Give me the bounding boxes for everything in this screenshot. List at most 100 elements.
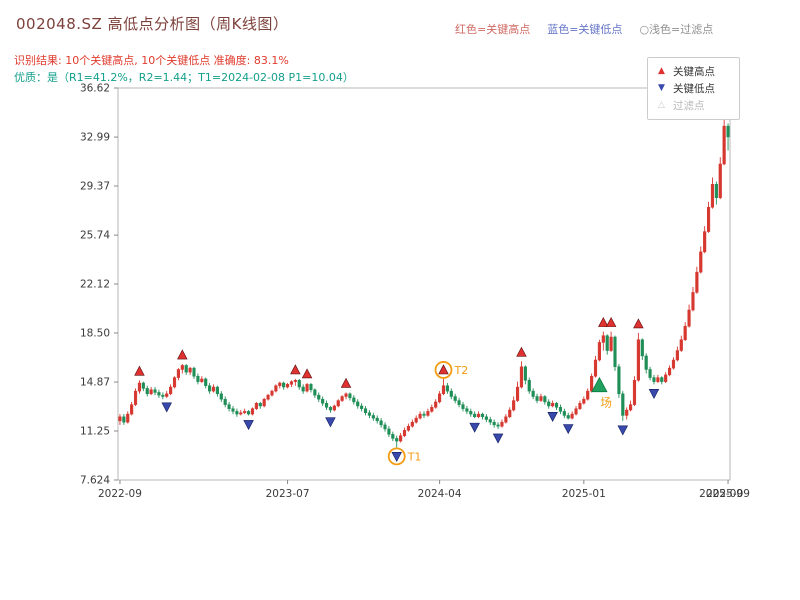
candle-body [336,400,340,407]
key-low-marker [391,452,402,462]
candle-body [204,378,208,386]
key-high-marker [340,377,352,388]
key-low-marker [469,422,480,433]
candle-body [266,394,270,400]
key-low-marker [243,420,254,431]
legend-label-key-high: 关键高点 [673,66,715,78]
candle-body [578,403,582,409]
candle-body [699,251,703,273]
candle-body [636,339,640,381]
candle-body [305,384,309,392]
candle-body [523,366,527,381]
candle-body [434,401,438,408]
candle-body [675,350,679,361]
key-high-marker [598,316,609,327]
candle-body [570,413,574,419]
candle-body [176,369,180,378]
key-low-marker [617,425,629,436]
candle-body [609,336,613,351]
key-high-marker [605,316,617,327]
candle-body [621,393,625,416]
candle-body [196,375,200,382]
candle-body [149,389,153,395]
candle-body [375,417,379,422]
key-high-marker [301,368,313,379]
candle-body [344,393,348,397]
candle-body [597,342,601,361]
candle-body [165,393,169,397]
candle-body [449,390,453,397]
candle-body [629,404,633,411]
y-tick-label: 11.25 [80,425,110,437]
candle-body [289,381,294,385]
candle-body [379,420,383,426]
x-tick-label: 2025-09 [706,488,750,500]
candle-body [414,417,418,423]
key-low-marker [562,424,574,435]
candle-body [328,407,333,411]
candle-body [239,412,243,415]
candle-body [605,335,609,351]
y-tick-label: 32.99 [80,132,110,144]
candle-body [551,403,555,407]
candle-body [668,367,672,376]
y-tick-label: 7.624 [80,475,110,487]
candle-body [562,411,566,416]
candle-body [519,366,524,388]
key-low-marker [648,389,660,399]
candle-body [391,434,395,439]
candle-body [200,378,204,382]
annotation-circle-T1 [387,447,406,466]
candle-body [184,365,188,373]
candle-body [508,409,512,418]
candle-body [126,413,130,423]
candle-body [535,396,539,401]
candle-body [488,419,492,423]
candle-body [324,403,329,408]
chart-legend-box: ▲ 关键高点 ▼ 关键低点 △ 过滤点 [647,57,740,120]
candle-body [387,428,391,435]
candle-body [671,359,676,369]
candle-body [402,430,407,436]
candle-body [703,231,707,253]
annotation-circle-T2 [434,361,453,379]
candle-body [422,413,426,416]
candle-body [371,415,375,419]
candle-body [687,309,691,327]
candle-body [554,403,559,408]
key-high-marker [134,365,145,376]
candle-body [426,411,430,416]
candle-body [192,367,196,377]
candle-body [180,365,184,370]
candle-body [227,404,231,409]
candle-body [484,416,488,420]
candle-body [363,408,368,413]
candle-body [118,416,122,422]
quality-result-text: 优质：是（R1=41.2%，R2=1.44；T1=2024-02-08 P1=1… [14,71,354,84]
key-high-triangle-icon: ▲ [658,66,665,76]
candle-body [274,385,278,392]
candle-body [574,408,578,415]
candle-body [652,377,656,382]
candle-body [153,389,157,393]
candle-body [648,369,652,378]
candle-body [406,425,410,431]
y-tick-label: 29.37 [80,181,110,193]
key-low-marker [547,412,558,422]
candle-body [219,393,223,400]
candle-body [258,403,262,407]
candle-body [515,386,520,401]
candle-body [395,438,399,442]
candle-body [270,390,274,396]
candle-body [457,400,461,405]
candle-body [441,385,446,395]
candle-body [601,335,605,343]
x-tick-label: 2024-04 [418,488,462,500]
candle-body [613,336,617,368]
candle-body [710,184,715,208]
candle-body [317,394,321,400]
candle-body [473,413,477,418]
annotation-label-T2: T2 [453,364,468,377]
candle-body [531,390,535,397]
